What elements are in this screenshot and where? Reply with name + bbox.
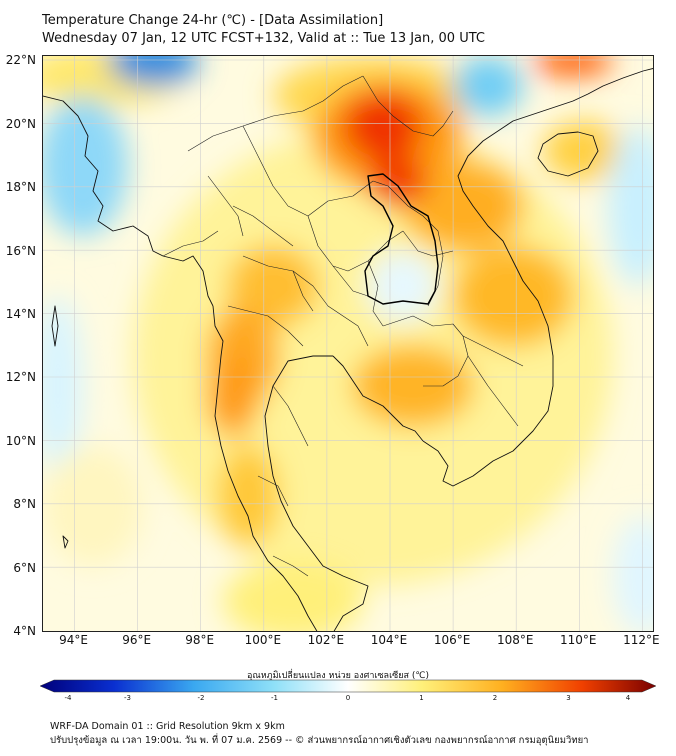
lon-label: 100°E bbox=[244, 633, 282, 647]
lon-label: 108°E bbox=[496, 633, 534, 647]
colorbar-gradient bbox=[40, 679, 656, 693]
lon-label: 106°E bbox=[433, 633, 471, 647]
temperature-change-map bbox=[42, 55, 654, 632]
lon-label: 102°E bbox=[307, 633, 345, 647]
footer-line-1: WRF-DA Domain 01 :: Grid Resolution 9km … bbox=[50, 721, 285, 732]
colorbar-tick-label: 4 bbox=[625, 694, 631, 702]
colorbar-tick-label: 3 bbox=[566, 694, 571, 702]
coastlines bbox=[43, 68, 653, 631]
colorbar-tick-label: -1 bbox=[271, 694, 278, 702]
lat-label: 20°N bbox=[5, 116, 36, 131]
lat-label: 12°N bbox=[5, 370, 36, 385]
lon-label: 94°E bbox=[59, 633, 88, 647]
title-line-1: Temperature Change 24-hr (℃) - [Data Ass… bbox=[42, 13, 384, 28]
footer: WRF-DA Domain 01 :: Grid Resolution 9km … bbox=[50, 720, 589, 748]
map-title: Temperature Change 24-hr (℃) - [Data Ass… bbox=[42, 12, 485, 48]
lat-label: 6°N bbox=[13, 560, 36, 575]
colorbar-tick-label: 2 bbox=[492, 694, 498, 702]
colorbar-tick-label: -2 bbox=[197, 694, 205, 702]
footer-line-2: ปรับปรุงข้อมูล ณ เวลา 19:00น. วัน พ. ที่… bbox=[50, 735, 589, 746]
colorbar-title: อุณหภูมิเปลี่ยนแปลง หน่วย องศาเซลเซียส (… bbox=[246, 671, 430, 681]
lon-label: 110°E bbox=[560, 633, 597, 647]
temperature-field bbox=[43, 56, 653, 631]
colorbar-tick-label: -4 bbox=[64, 694, 72, 702]
lat-label: 14°N bbox=[5, 306, 36, 321]
lon-label: 104°E bbox=[370, 633, 408, 647]
lon-label: 96°E bbox=[122, 633, 152, 647]
lat-label: 22°N bbox=[5, 53, 36, 68]
lon-label: 112°E bbox=[623, 633, 660, 647]
map-canvas bbox=[43, 56, 653, 631]
lake-region-border bbox=[364, 173, 439, 305]
lat-label: 10°N bbox=[5, 433, 36, 448]
lat-label: 18°N bbox=[5, 180, 36, 195]
colorbar-tick-label: 1 bbox=[419, 694, 424, 702]
lat-label: 8°N bbox=[13, 497, 36, 512]
lat-label: 16°N bbox=[5, 243, 36, 258]
lat-label: 4°N bbox=[13, 624, 36, 638]
title-line-2: Wednesday 07 Jan, 12 UTC FCST+132, Valid… bbox=[42, 31, 485, 46]
graticule bbox=[43, 56, 653, 631]
lon-label: 98°E bbox=[185, 633, 215, 647]
colorbar-tick-label: -3 bbox=[124, 694, 131, 702]
colorbar-tick-label: 0 bbox=[345, 694, 351, 702]
colorbar bbox=[40, 679, 656, 693]
